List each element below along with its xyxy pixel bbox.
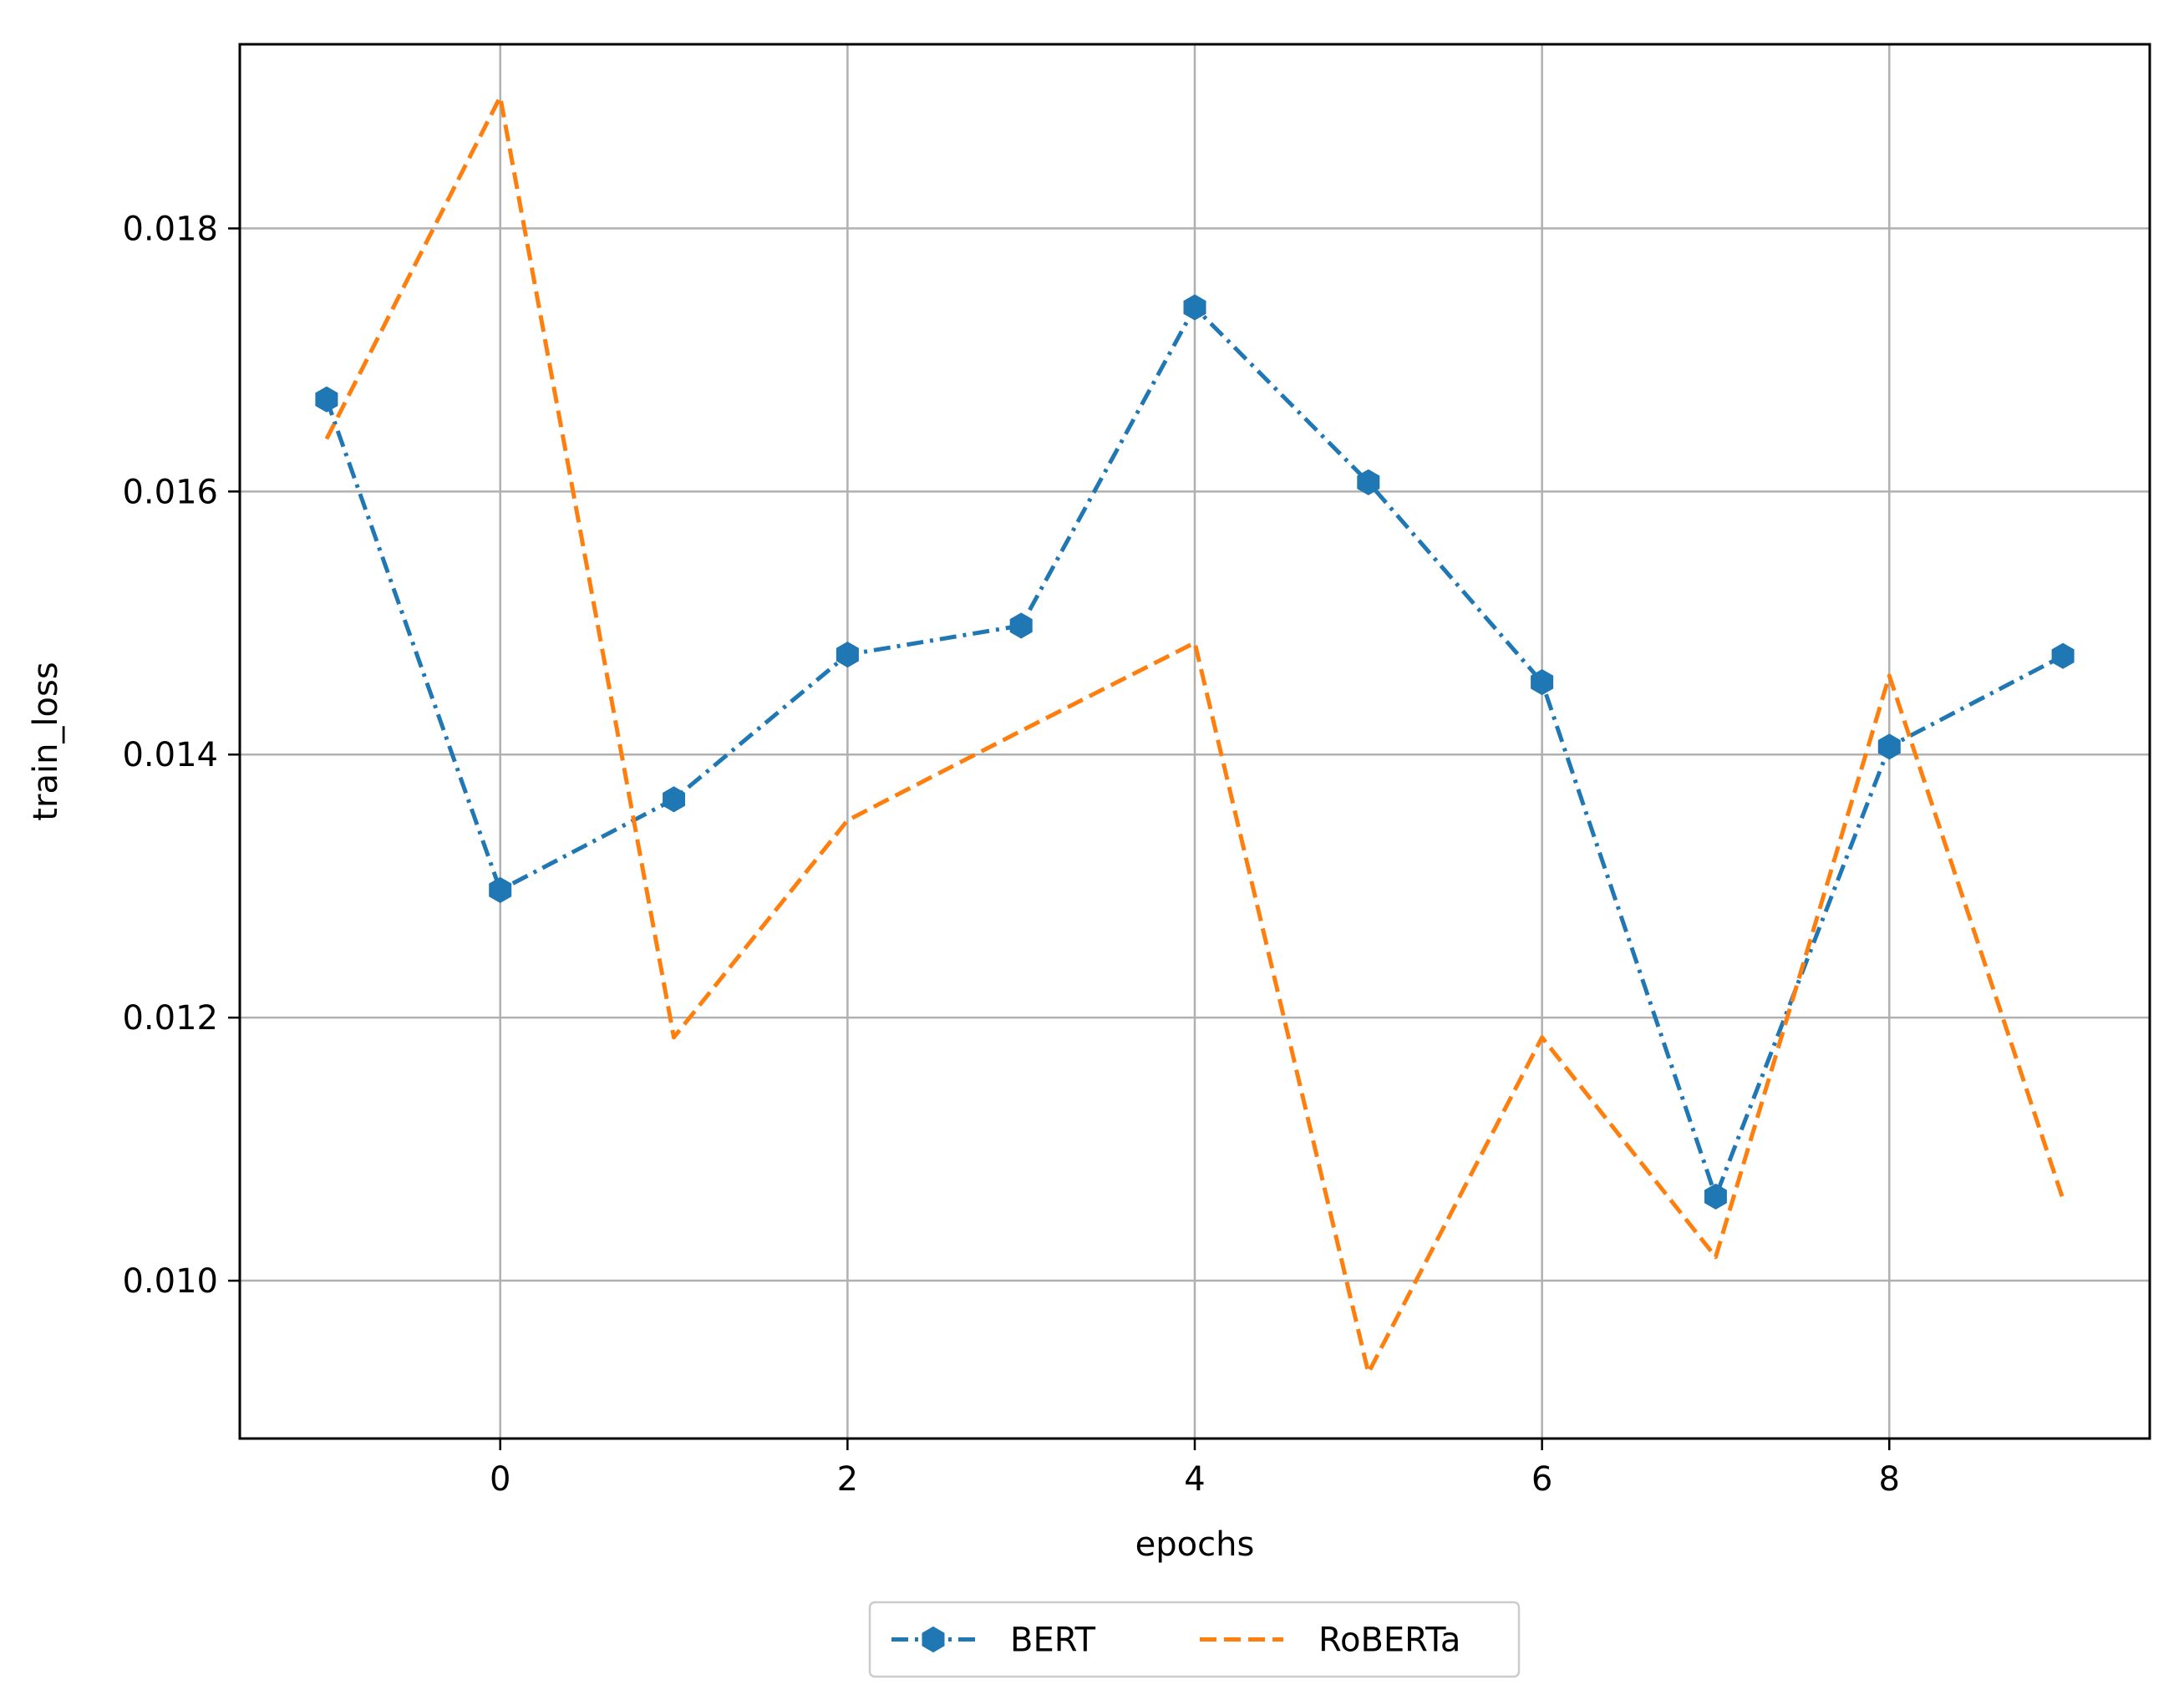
data-point-bert [1357,469,1380,495]
legend-entry-bert: BERT [891,1621,1096,1660]
series-lines [315,94,2075,1375]
axis-ticks: 0 2 4 6 8 0.010 0.012 0.014 0.016 0.018 [122,210,1900,1499]
y-tick-label: 0.010 [122,1262,218,1301]
x-tick-label: 4 [1184,1460,1205,1499]
y-tick-label: 0.018 [122,210,218,248]
data-point-bert [663,786,685,813]
legend-label: BERT [1010,1621,1096,1660]
data-point-bert [1183,294,1206,321]
series-bert [315,294,2075,1210]
legend-items: BERT RoBERTa [891,1621,1460,1660]
x-tick-label: 8 [1879,1460,1900,1499]
x-tick-label: 0 [490,1460,510,1499]
legend-marker-swatch [922,1626,945,1653]
data-point-bert [1877,733,1901,760]
legend-entry-roberta: RoBERTa [1200,1621,1460,1660]
x-tick-label: 2 [837,1460,858,1499]
data-point-bert [1531,669,1554,696]
y-tick-label: 0.016 [122,473,218,511]
series-line-roberta [324,94,2065,1375]
series-roberta [324,94,2065,1375]
x-tick-label: 6 [1531,1460,1552,1499]
y-tick-label: 0.014 [122,736,218,774]
data-point-bert [315,386,338,413]
legend: BERT RoBERTa [868,1601,1521,1678]
data-point-bert [836,642,859,668]
data-point-bert [1704,1183,1727,1210]
y-tick-label: 0.012 [122,999,218,1038]
legend-box [868,1601,1521,1678]
data-point-bert [2051,642,2075,669]
legend-label: RoBERTa [1318,1621,1460,1660]
x-axis-label: epochs [1135,1525,1255,1564]
data-point-bert [1009,612,1033,639]
y-axis-label: train_loss [27,662,65,820]
data-point-bert [489,876,512,903]
